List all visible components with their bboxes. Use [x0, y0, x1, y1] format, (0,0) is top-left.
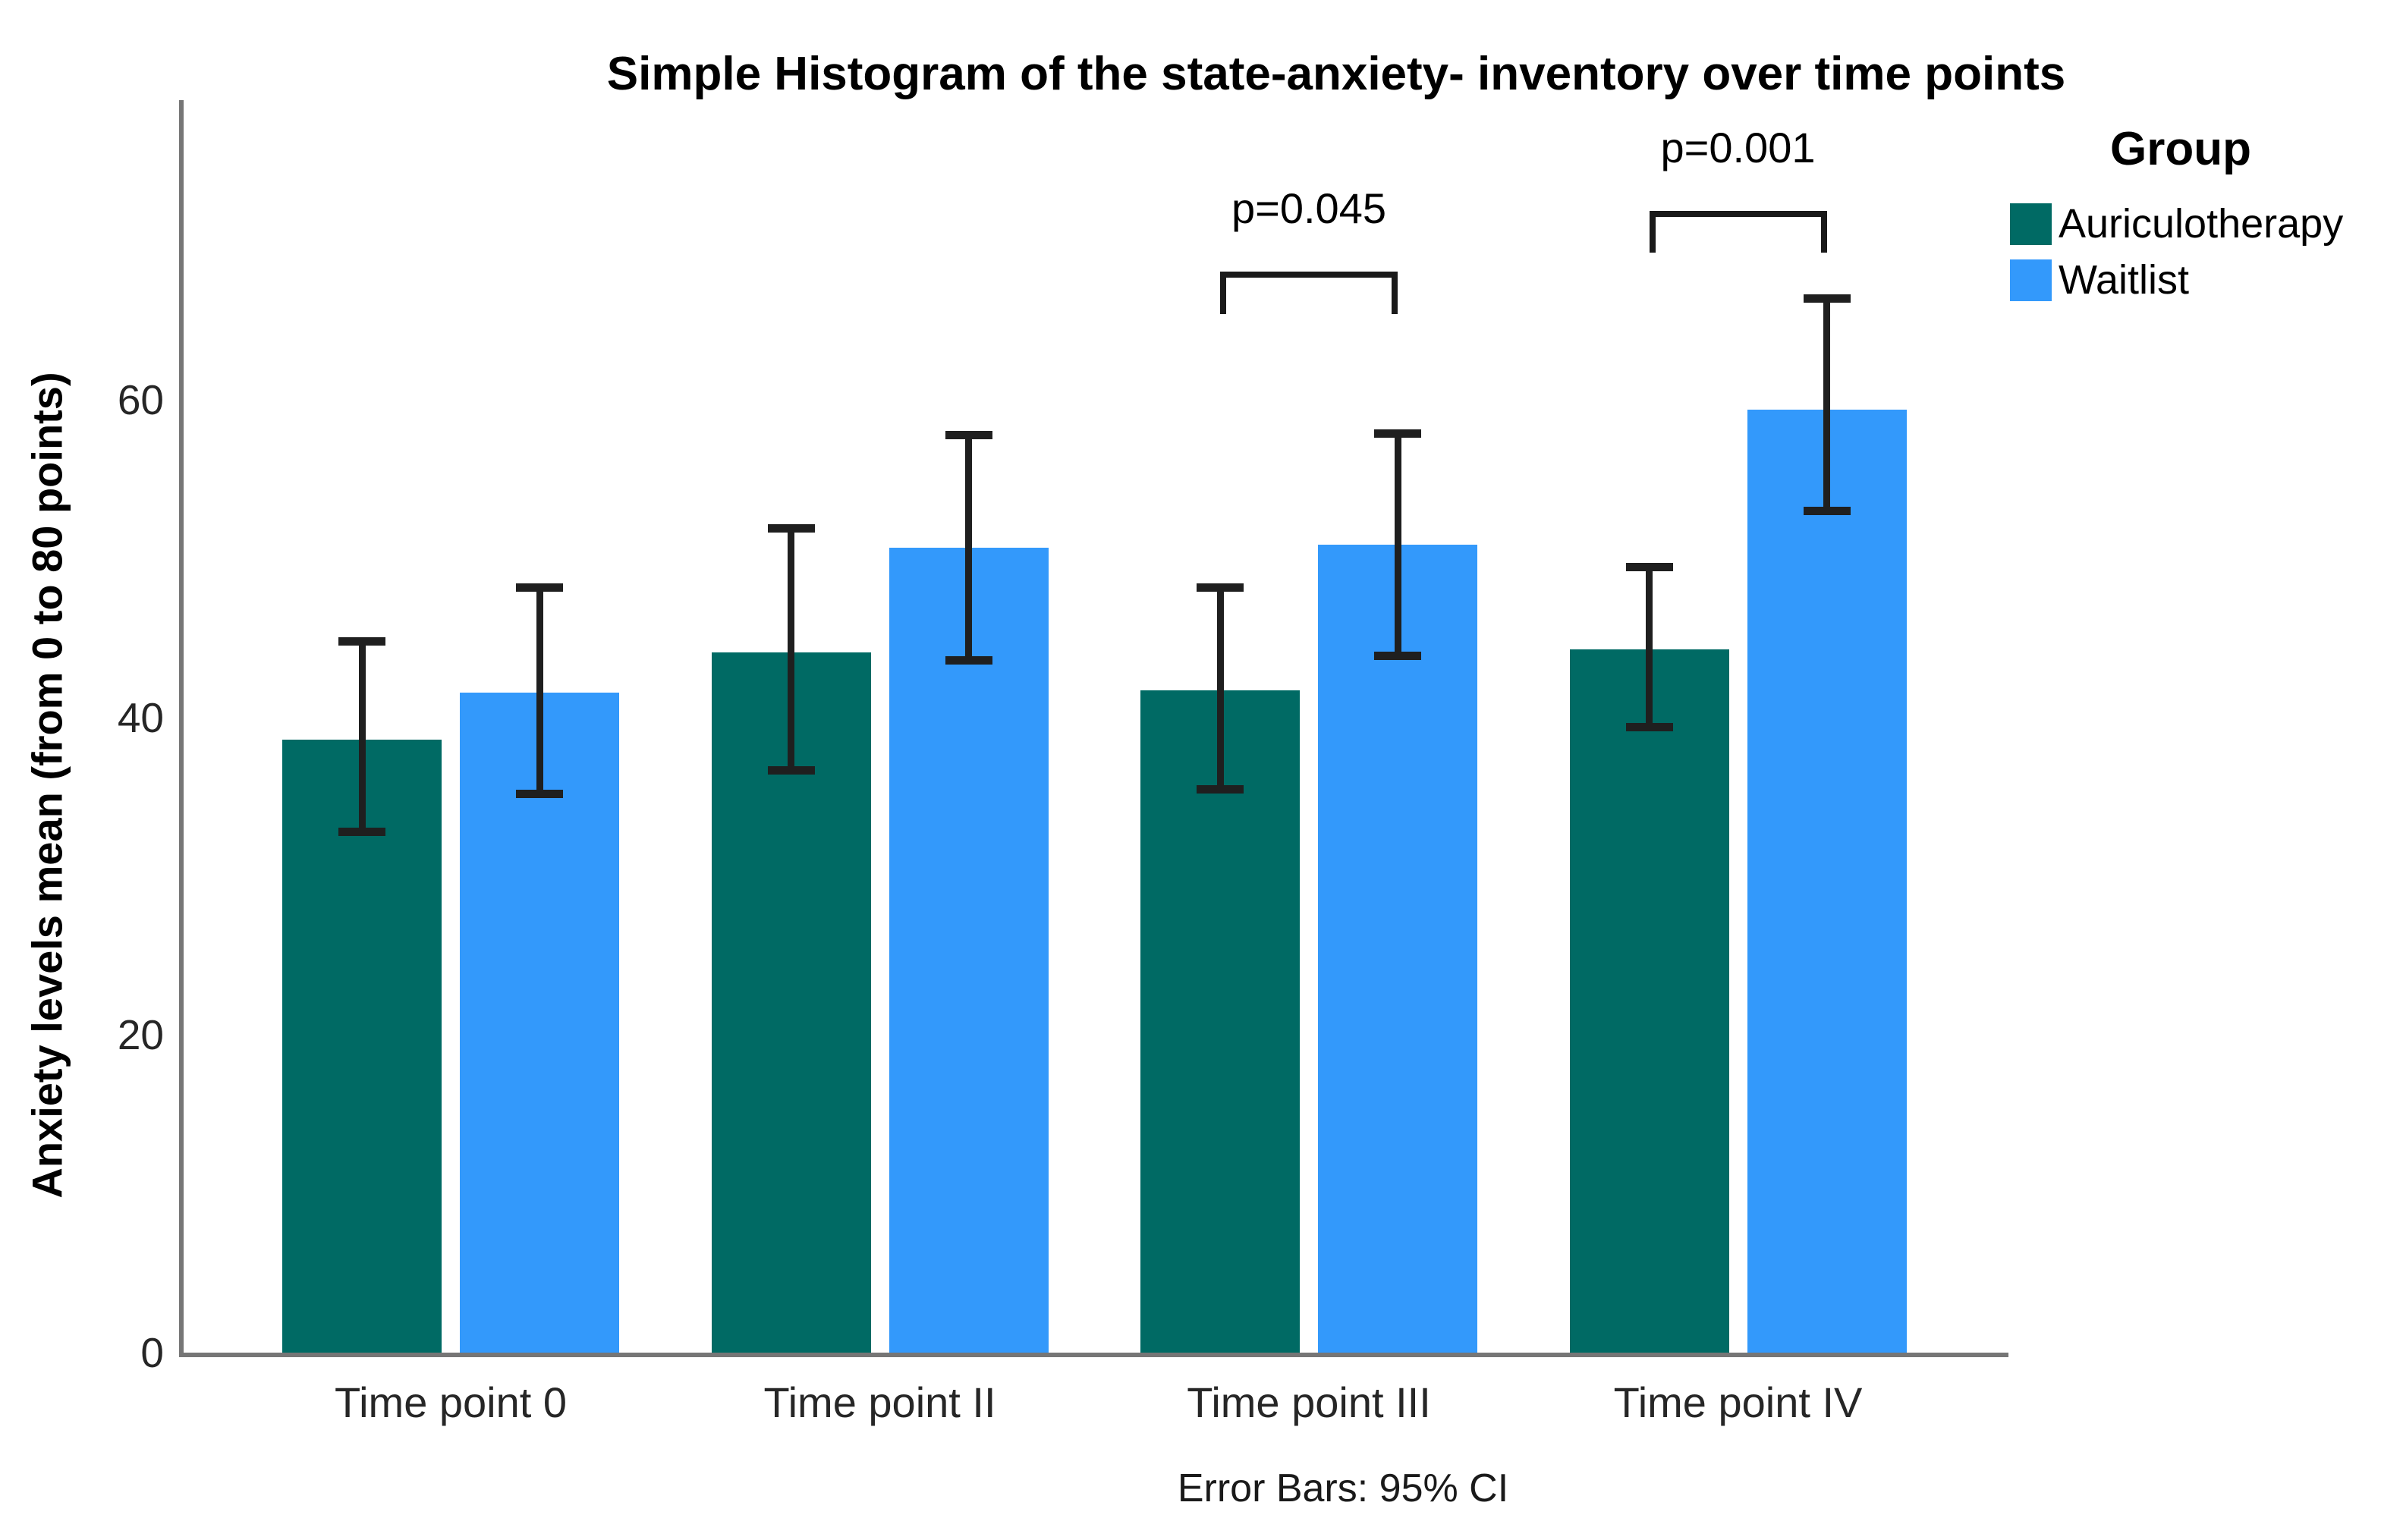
error-bar-upper-cap-auriculotherapy-time-point-ii: [767, 524, 815, 533]
error-bar-upper-cap-auriculotherapy-time-point-iii: [1197, 583, 1244, 592]
error-bar-waitlist-time-point-iii: [1394, 433, 1401, 656]
error-bar-upper-cap-waitlist-time-point-iv: [1803, 294, 1851, 303]
significance-bracket-time-point-iii-top: [1220, 271, 1398, 278]
significance-bracket-time-point-iv-left-leg: [1649, 211, 1656, 253]
x-axis-line: [179, 1353, 2008, 1357]
y-axis-label: Anxiety levels mean (from 0 to 80 points…: [23, 372, 71, 1199]
error-bar-upper-cap-auriculotherapy-time-point-0: [338, 637, 385, 646]
chart-title: Simple Histogram of the state-anxiety- i…: [606, 48, 2066, 100]
y-tick-label-40: 40: [117, 693, 164, 741]
bar-auriculotherapy-time-point-0: [282, 740, 442, 1353]
x-tick-label-time-point-iii: Time point III: [1187, 1378, 1431, 1426]
error-bar-lower-cap-auriculotherapy-time-point-iv: [1625, 723, 1673, 732]
y-tick-label-0: 0: [140, 1329, 164, 1376]
y-axis-line: [179, 100, 184, 1357]
significance-bracket-time-point-iii-left-leg: [1220, 271, 1226, 315]
error-bar-upper-cap-waitlist-time-point-ii: [945, 431, 992, 440]
legend-item-waitlist: Waitlist: [2010, 259, 2351, 301]
legend: Group Auriculotherapy Waitlist: [2010, 124, 2351, 315]
error-bar-auriculotherapy-time-point-0: [358, 641, 366, 832]
significance-label-p-0-045: p=0.045: [1231, 184, 1386, 232]
significance-bracket-time-point-iv-top: [1649, 211, 1827, 218]
legend-item-auriculotherapy: Auriculotherapy: [2010, 203, 2351, 245]
error-bar-waitlist-time-point-0: [536, 587, 543, 794]
bar-auriculotherapy-time-point-iii: [1140, 690, 1300, 1353]
x-tick-label-time-point-0: Time point 0: [334, 1378, 568, 1426]
error-bar-waitlist-time-point-ii: [965, 435, 972, 661]
legend-title: Group: [2110, 123, 2251, 175]
legend-swatch-auriculotherapy: [2010, 203, 2052, 245]
bar-waitlist-time-point-0: [460, 692, 619, 1353]
error-bar-lower-cap-waitlist-time-point-iii: [1374, 651, 1421, 660]
error-bar-upper-cap-auriculotherapy-time-point-iv: [1625, 562, 1673, 571]
error-bar-lower-cap-auriculotherapy-time-point-ii: [767, 765, 815, 775]
x-tick-label-time-point-iv: Time point IV: [1613, 1378, 1863, 1426]
significance-label-p-0-001: p=0.001: [1660, 124, 1816, 172]
legend-label-auriculotherapy: Auriculotherapy: [2059, 201, 2344, 247]
bar-waitlist-time-point-iv: [1747, 410, 1907, 1353]
error-bar-upper-cap-waitlist-time-point-0: [516, 583, 563, 592]
x-tick-label-time-point-ii: Time point II: [763, 1378, 996, 1426]
significance-bracket-time-point-iv-right-leg: [1820, 211, 1827, 253]
error-bar-lower-cap-auriculotherapy-time-point-iii: [1197, 784, 1244, 794]
error-bar-auriculotherapy-time-point-iv: [1646, 567, 1653, 728]
y-tick-label-20: 20: [117, 1011, 164, 1059]
error-bar-auriculotherapy-time-point-ii: [788, 528, 794, 771]
error-bar-lower-cap-waitlist-time-point-0: [516, 789, 563, 798]
error-bar-upper-cap-waitlist-time-point-iii: [1374, 429, 1421, 438]
bar-auriculotherapy-time-point-iv: [1569, 649, 1729, 1353]
y-tick-label-60: 60: [117, 376, 164, 424]
legend-items: Auriculotherapy Waitlist: [2010, 203, 2351, 301]
error-bar-lower-cap-waitlist-time-point-iv: [1803, 507, 1851, 516]
error-bar-lower-cap-auriculotherapy-time-point-0: [338, 828, 385, 837]
significance-bracket-time-point-iii-right-leg: [1392, 271, 1398, 315]
error-bar-lower-cap-waitlist-time-point-ii: [945, 656, 992, 665]
legend-label-waitlist: Waitlist: [2059, 257, 2189, 303]
error-bar-auriculotherapy-time-point-iii: [1216, 587, 1224, 790]
bar-waitlist-time-point-iii: [1318, 544, 1477, 1353]
error-bars-caption: Error Bars: 95% CI: [1177, 1466, 1509, 1510]
bar-waitlist-time-point-ii: [889, 548, 1049, 1353]
legend-swatch-waitlist: [2010, 259, 2052, 301]
error-bar-waitlist-time-point-iv: [1823, 298, 1830, 511]
